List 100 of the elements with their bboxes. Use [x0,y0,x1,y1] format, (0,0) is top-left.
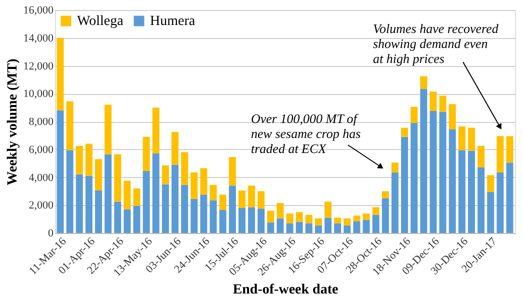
bar [286,223,294,233]
bar [66,150,74,233]
bar [276,218,284,233]
bar [391,172,398,233]
bar [238,208,246,233]
bar [248,186,256,208]
bar [104,104,112,154]
bar [228,157,236,186]
y-tick-label: 4,000 [28,172,54,184]
bar [200,194,208,233]
bar [190,198,198,233]
bar [382,198,389,233]
bar [401,136,408,233]
bar [152,154,160,233]
bar [95,159,102,190]
bar [478,167,485,233]
bar [324,202,332,218]
bar [238,190,246,208]
bar [276,203,284,218]
bar [172,132,179,165]
bar [496,172,504,233]
bar [95,190,102,233]
legend-label: Wollega [77,14,124,29]
bar [314,225,322,233]
bar [506,162,514,233]
y-tick-label: 0 [48,228,54,240]
bar [286,213,294,224]
bar [410,122,418,233]
bar [181,152,188,185]
bar [258,208,265,233]
bar [219,210,226,233]
bar [56,38,64,110]
bar [219,194,226,210]
bar [133,188,140,206]
bar [314,218,322,226]
bar [468,150,475,233]
bar [181,184,188,233]
bar [104,154,112,233]
bar [210,200,217,233]
bar [124,209,131,233]
bar [172,164,179,233]
y-tick-label: 14,000 [23,32,54,44]
bar [305,223,312,233]
bar [448,129,456,233]
bar [344,218,351,226]
bar [210,184,217,200]
bar [76,146,83,174]
bar [305,214,312,224]
bar [458,150,466,233]
y-tick-label: 2,000 [28,200,54,212]
bar [448,104,456,130]
bar [362,213,370,220]
bar [85,176,92,233]
y-tick-label: 8,000 [28,116,54,128]
bar [487,175,494,192]
bar [420,76,428,89]
bar [124,180,131,210]
bar [420,88,428,233]
bar [439,96,446,112]
y-tick-label: 16,000 [23,4,54,16]
bar [458,126,466,150]
bar [258,191,265,209]
bar [162,165,169,184]
bar [353,221,360,233]
annotation: Over 100,000 MT of new sesame crop has traded at ECX [251,111,361,156]
bar [439,112,446,233]
bar [496,136,504,172]
bar [362,220,370,233]
bar [324,218,332,233]
bar [248,207,256,233]
bar [391,162,398,172]
bar [56,110,64,233]
bar [142,136,150,171]
y-axis-title: Weekly volume (MT) [5,58,20,186]
bar [478,146,485,168]
bar [401,128,408,137]
bar [296,222,303,233]
bar [296,212,303,222]
bar [200,168,208,195]
bar [85,144,92,176]
bar [114,154,122,202]
bar [344,225,351,233]
bar [353,216,360,222]
bar [76,174,83,233]
bar [506,136,514,163]
bar [66,101,74,150]
bar [114,202,122,233]
bar [267,210,274,223]
bar [410,106,418,123]
bar [190,172,198,199]
bar [468,128,475,151]
bar [152,108,160,154]
y-tick-label: 12,000 [23,60,54,72]
bar [372,207,380,215]
bar [372,214,380,233]
legend-label: Humera [150,14,196,29]
bar [487,192,494,233]
x-axis-title: End-of-week date [232,282,338,298]
bar [334,218,342,224]
bar [228,186,236,233]
